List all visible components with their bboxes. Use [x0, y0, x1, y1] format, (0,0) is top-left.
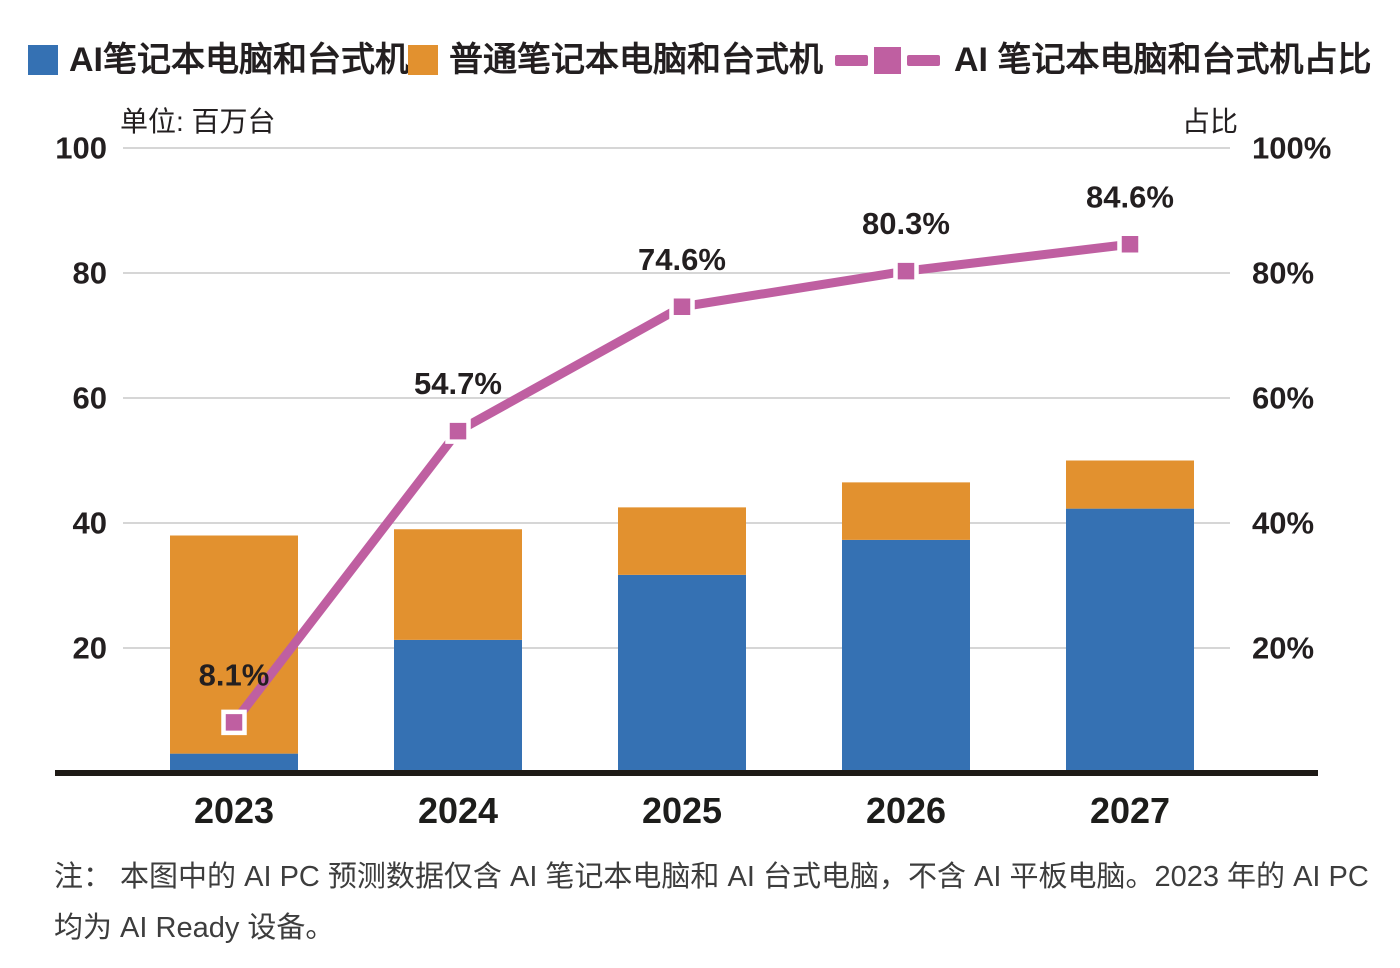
left-axis-unit-label: 单位: 百万台: [120, 106, 276, 137]
bar-segment-ai-pc: [618, 574, 746, 773]
legend-item-ai-pc: AI笔记本电脑和台式机: [28, 40, 409, 80]
bar-segment-ai-pc: [842, 539, 970, 773]
bar-segment-regular-pc: [1066, 460, 1194, 509]
legend-swatch-regular-pc: [408, 45, 438, 75]
legend-label-ai-share: AI 笔记本电脑和台式机占比: [954, 41, 1372, 79]
share-marker: [669, 294, 695, 320]
bar-segment-ai-pc: [1066, 508, 1194, 773]
bar-segment-ai-pc: [170, 753, 298, 773]
share-marker: [1117, 231, 1143, 257]
legend-item-regular-pc: 普通笔记本电脑和台式机: [408, 40, 823, 80]
legend-label-ai-pc: AI笔记本电脑和台式机: [69, 41, 409, 79]
legend-item-ai-share: AI 笔记本电脑和台式机占比: [835, 40, 1371, 80]
x-axis-label: 2024: [418, 790, 498, 831]
right-axis-tick: 20%: [1252, 631, 1314, 666]
x-axis-line: [55, 770, 1318, 776]
left-axis-tick: 60: [73, 381, 107, 416]
share-value-label: 54.7%: [414, 366, 502, 401]
right-axis-tick: 60%: [1252, 381, 1314, 416]
bar-segment-regular-pc: [618, 507, 746, 575]
bar-segment-regular-pc: [842, 482, 970, 540]
share-marker: [893, 258, 919, 284]
bar-segment-regular-pc: [394, 529, 522, 640]
right-axis-tick: 80%: [1252, 256, 1314, 291]
share-value-label: 84.6%: [1086, 179, 1174, 214]
right-axis-unit-label: 占比: [1182, 106, 1239, 137]
left-axis-tick: 100: [55, 131, 107, 166]
left-axis-tick: 20: [73, 631, 107, 666]
legend-label-regular-pc: 普通笔记本电脑和台式机: [449, 41, 823, 79]
x-axis-label: 2027: [1090, 790, 1170, 831]
share-marker: [221, 709, 247, 736]
footnote: 注： 本图中的 AI PC 预测数据仅含 AI 笔记本电脑和 AI 台式电脑，不…: [54, 852, 1384, 954]
bar-segment-ai-pc: [394, 639, 522, 773]
share-value-label: 8.1%: [199, 657, 270, 692]
x-axis-label: 2026: [866, 790, 946, 831]
right-axis-tick: 100%: [1252, 131, 1331, 166]
right-axis-tick: 40%: [1252, 506, 1314, 541]
legend-line-marker-icon: [835, 46, 940, 74]
footnote-line-2: 均为 AI Ready 设备。: [54, 912, 335, 944]
legend-swatch-ai-pc: [28, 45, 58, 75]
x-axis-label: 2023: [194, 790, 274, 831]
x-axis-label: 2025: [642, 790, 722, 831]
footnote-line-1: 注： 本图中的 AI PC 预测数据仅含 AI 笔记本电脑和 AI 台式电脑，不…: [54, 861, 1369, 893]
share-value-label: 74.6%: [638, 242, 726, 277]
share-value-label: 80.3%: [862, 206, 950, 241]
share-marker: [445, 418, 471, 444]
left-axis-tick: 40: [73, 506, 107, 541]
left-axis-tick: 80: [73, 256, 107, 291]
